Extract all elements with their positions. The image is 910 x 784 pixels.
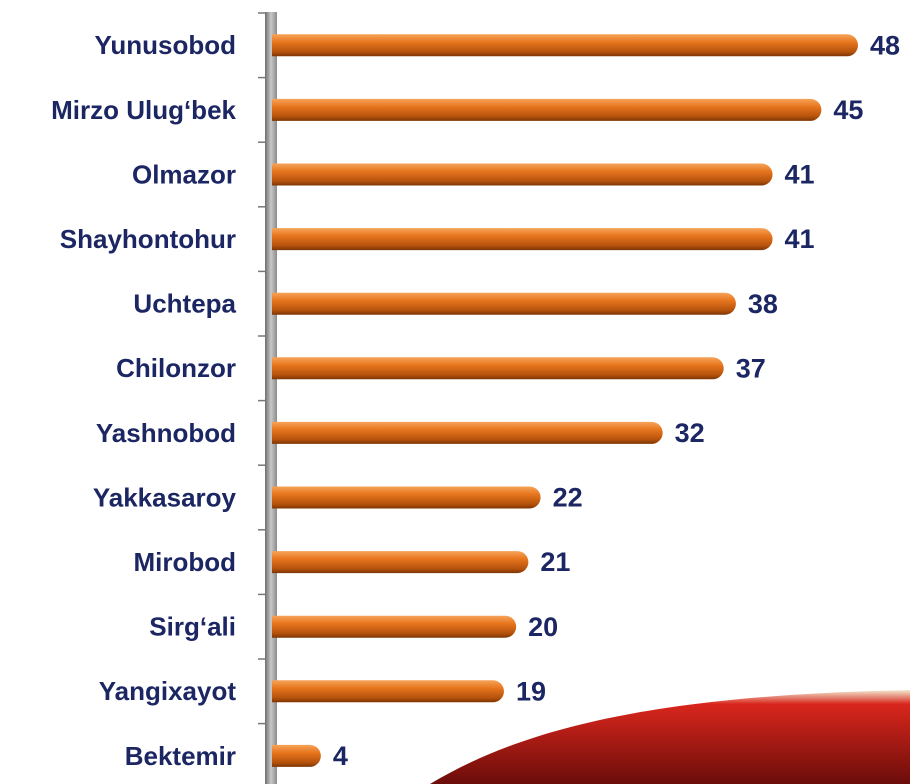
category-label: Yashnobod: [96, 418, 236, 448]
category-label: Olmazor: [132, 159, 236, 189]
bar: [272, 744, 321, 767]
value-label: 21: [540, 547, 570, 577]
value-label: 41: [785, 224, 815, 254]
category-label: Sirg‘ali: [149, 612, 236, 642]
bar: [272, 163, 773, 186]
category-label: Yunusobod: [94, 30, 236, 60]
bar: [272, 292, 736, 315]
category-label: Mirobod: [133, 547, 236, 577]
bar: [272, 228, 773, 251]
category-label: Chilonzor: [116, 353, 236, 383]
bar: [272, 357, 724, 380]
value-label: 41: [785, 160, 815, 190]
value-label: 19: [516, 676, 546, 706]
category-label: Mirzo Ulug‘bek: [51, 95, 236, 125]
value-label: 38: [748, 289, 778, 319]
value-label: 22: [553, 483, 583, 513]
decoration: [430, 690, 910, 784]
value-label: 37: [736, 353, 766, 383]
value-label: 32: [675, 418, 705, 448]
value-label: 4: [333, 741, 348, 771]
axis: [265, 12, 277, 784]
bar: [272, 680, 504, 703]
bar: [272, 551, 529, 574]
value-label: 48: [870, 30, 900, 60]
category-label: Shayhontohur: [60, 224, 236, 254]
category-label: Yangixayot: [99, 676, 237, 706]
bar: [272, 486, 541, 509]
category-label: Bektemir: [125, 741, 236, 771]
category-label: Yakkasaroy: [93, 482, 237, 512]
bar: [272, 615, 517, 638]
bar: [272, 98, 822, 121]
bar: [272, 34, 858, 57]
value-label: 20: [528, 612, 558, 642]
value-label: 45: [833, 95, 863, 125]
category-label: Uchtepa: [133, 289, 236, 319]
bar: [272, 421, 663, 444]
